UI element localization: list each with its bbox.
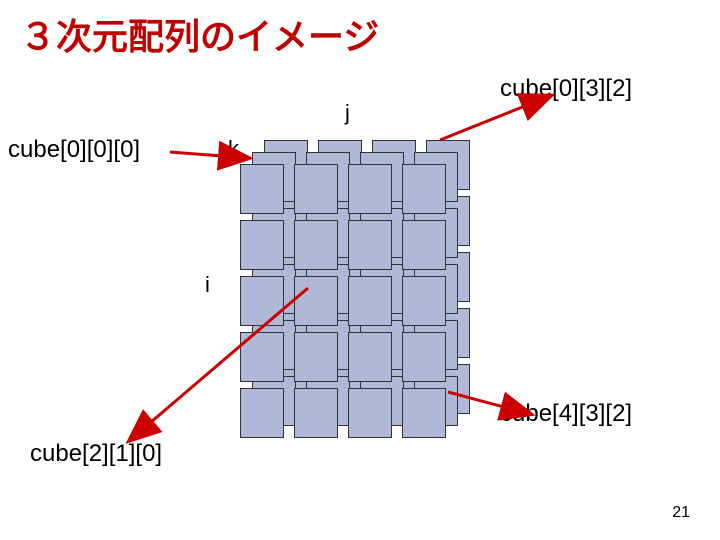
label-cube-0-0-0: cube[0][0][0] (8, 136, 140, 164)
cube-cell (348, 220, 392, 270)
cube-cell (294, 276, 338, 326)
slide-title: ３次元配列のイメージ (20, 8, 379, 60)
page-number: 21 (672, 504, 690, 522)
cube-cell (240, 332, 284, 382)
cube-cell (240, 220, 284, 270)
cube-grid (240, 140, 480, 430)
cube-cell (348, 332, 392, 382)
label-cube-2-1-0: cube[2][1][0] (30, 440, 162, 468)
axis-k: k (228, 136, 239, 162)
label-cube-0-3-2: cube[0][3][2] (500, 75, 632, 103)
cube-cell (294, 332, 338, 382)
cube-cell (240, 388, 284, 438)
cube-cell (294, 388, 338, 438)
cube-cell (294, 164, 338, 214)
axis-j: j (345, 100, 350, 126)
cube-cell (402, 164, 446, 214)
cube-cell (402, 388, 446, 438)
cube-cell (294, 220, 338, 270)
cube-cell (348, 164, 392, 214)
cube-cell (402, 332, 446, 382)
cube-cell (240, 276, 284, 326)
cube-cell (348, 388, 392, 438)
cube-cell (402, 220, 446, 270)
cube-cell (240, 164, 284, 214)
axis-i: i (205, 272, 210, 298)
cube-cell (402, 276, 446, 326)
cube-cell (348, 276, 392, 326)
label-cube-4-3-2: cube[4][3][2] (500, 400, 632, 428)
